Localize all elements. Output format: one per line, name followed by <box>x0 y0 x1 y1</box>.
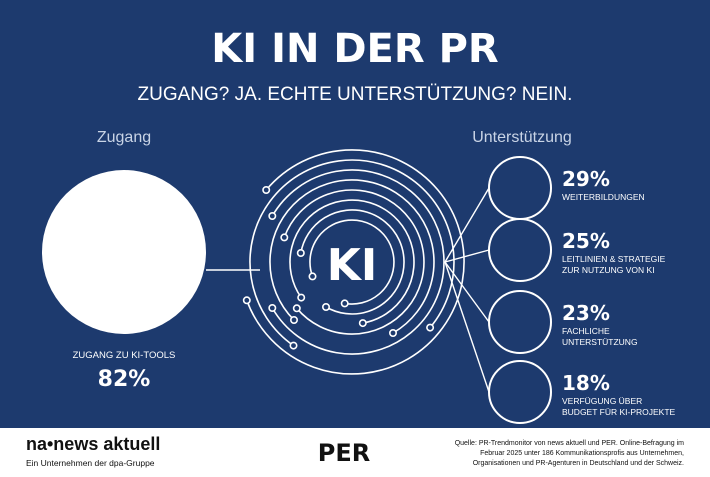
chart-marks: ZUGANG ZU KI-TOOLS 82% 29%WEITERBILDUNGEN 2… <box>42 156 676 424</box>
news-aktuell-tagline: Ein Unternehmen der dpa-Gruppe <box>26 458 155 468</box>
circuit-decoration <box>242 149 465 375</box>
source-line: Organisationen und PR-Agenturen in Deuts… <box>473 460 684 467</box>
support-label: UNTERSTÜTZUNG <box>562 337 638 347</box>
circuit-node <box>296 249 305 258</box>
circuit-arc <box>269 179 435 334</box>
circuit-arc <box>300 209 405 315</box>
support-label: ZUR NUTZUNG VON KI <box>562 265 655 275</box>
circuit-node <box>268 303 277 312</box>
circuit-node <box>268 212 277 221</box>
circuit-arc <box>289 199 415 324</box>
support-label: VERFÜGUNG ÜBER <box>562 396 642 406</box>
support-label: LEITLINIEN & STRATEGIE <box>562 254 666 264</box>
infographic-title: KI IN DER PR <box>211 26 498 72</box>
source-line: Quelle: PR-Trendmonitor von news aktuell… <box>455 440 684 447</box>
access-value: 82% <box>98 367 151 392</box>
access-bubble <box>42 170 206 334</box>
circuit-node <box>308 272 317 281</box>
connector-line <box>444 261 490 323</box>
support-value: 29% <box>562 167 610 191</box>
circuit-node <box>321 302 330 311</box>
connector-line <box>444 249 490 263</box>
circuit-arc <box>249 159 455 347</box>
support-value: 18% <box>562 371 610 395</box>
circuit-arc <box>246 149 465 375</box>
circuit-node <box>280 233 289 242</box>
right-header: Unterstützung <box>472 129 572 146</box>
circuit-node <box>297 293 306 302</box>
support-value: 25% <box>562 229 610 253</box>
connector-line <box>444 187 490 263</box>
support-value: 23% <box>562 301 610 325</box>
support-label: WEITERBILDUNGEN <box>562 192 645 202</box>
circuit-node <box>388 328 397 337</box>
circuit-arc <box>283 189 425 335</box>
per-logo: PER <box>318 439 370 467</box>
circuit-node <box>289 315 298 324</box>
support-bubble <box>488 290 552 354</box>
support-label: BUDGET FÜR KI-PROJEKTE <box>562 407 676 417</box>
circuit-node <box>358 319 367 328</box>
news-aktuell-logo: na•news aktuell <box>26 434 160 454</box>
circuit-node <box>289 341 298 350</box>
ki-center-label: KI <box>327 240 377 291</box>
circuit-node <box>426 323 435 332</box>
circuit-node <box>262 186 271 195</box>
circuit-arc <box>309 219 395 305</box>
support-bubble <box>488 218 552 282</box>
access-label: ZUGANG ZU KI-TOOLS <box>73 350 176 361</box>
connector-line <box>444 261 490 393</box>
source-line: Februar 2025 unter 186 Kommunikationspro… <box>480 450 684 457</box>
support-label: FACHLICHE <box>562 326 610 336</box>
left-header: Zugang <box>97 129 151 146</box>
support-bubble <box>488 360 552 424</box>
circuit-node <box>292 304 301 313</box>
footer-panel <box>0 428 710 477</box>
source-note: Quelle: PR-Trendmonitor von news aktuell… <box>455 440 684 467</box>
circuit-node <box>242 296 251 305</box>
infographic-subtitle: ZUGANG? JA. ECHTE UNTERSTÜTZUNG? NEIN. <box>138 84 573 105</box>
circuit-arc <box>271 169 445 355</box>
circuit-node <box>340 299 349 308</box>
